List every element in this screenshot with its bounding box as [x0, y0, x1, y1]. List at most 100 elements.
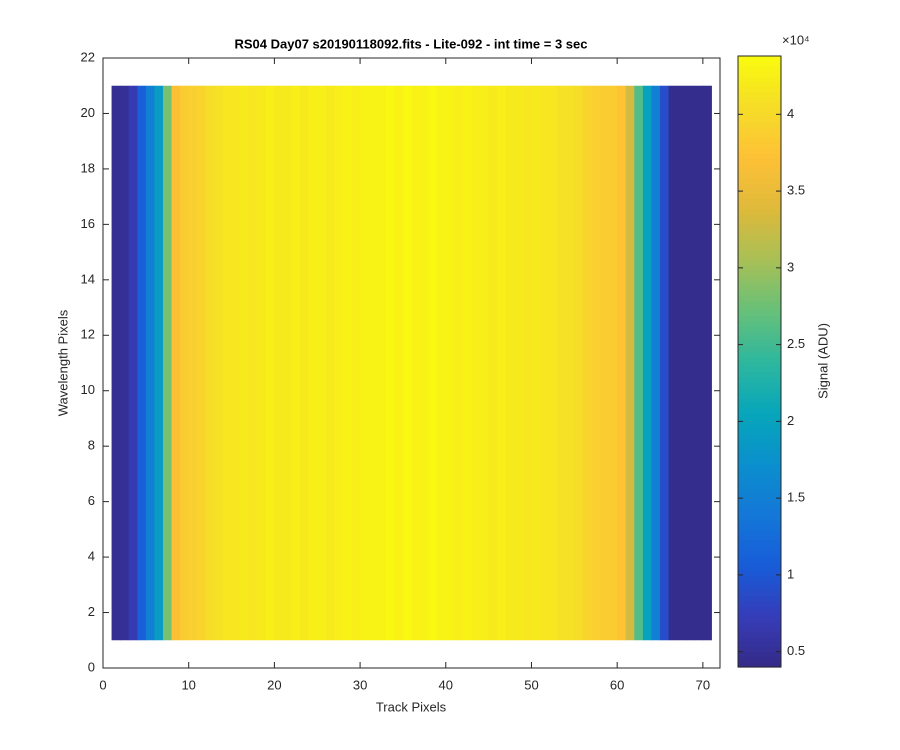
colorbar-swatch — [738, 539, 781, 546]
colorbar-swatch — [738, 412, 781, 419]
colorbar-swatch — [738, 661, 781, 668]
colorbar-swatch — [738, 524, 781, 531]
heatmap-cell — [351, 85, 361, 641]
colorbar-swatch — [738, 478, 781, 485]
colorbar-swatch — [738, 544, 781, 551]
colorbar-swatch — [738, 407, 781, 414]
colorbar-swatch — [738, 229, 781, 235]
colorbar-swatch — [738, 641, 781, 648]
colorbar-swatch — [738, 646, 781, 653]
heatmap-cell — [531, 85, 541, 641]
colorbar-swatch — [738, 458, 781, 464]
colorbar-swatch — [738, 560, 781, 566]
heatmap-cell — [548, 85, 558, 641]
heatmap-cell — [488, 85, 498, 641]
heatmap-cell — [402, 85, 412, 641]
colorbar-swatch — [738, 91, 781, 98]
colorbar-swatch — [738, 565, 781, 571]
heatmap-cell — [462, 85, 472, 641]
colorbar-swatch — [738, 330, 781, 337]
colorbar-swatch — [738, 269, 781, 276]
colorbar-swatch — [738, 570, 781, 576]
colorbar-tick-label: 1.5 — [787, 490, 805, 505]
y-tick-label: 14 — [81, 271, 95, 286]
colorbar-swatch — [738, 127, 781, 133]
colorbar-swatch — [738, 626, 781, 632]
colorbar-swatch — [738, 376, 781, 383]
colorbar-tick-label: 1 — [787, 566, 794, 581]
axes-box — [102, 57, 721, 669]
colorbar-swatch — [738, 509, 781, 515]
colorbar-swatch — [738, 152, 781, 159]
colorbar-swatch — [738, 264, 781, 271]
colorbar-swatch — [738, 554, 781, 561]
heatmap-cell — [445, 85, 455, 641]
colorbar-swatch — [738, 361, 781, 368]
colorbar-swatch — [738, 300, 781, 307]
heatmap-cell — [617, 85, 627, 641]
heatmap-cell — [600, 85, 610, 641]
colorbar-swatch — [738, 76, 781, 83]
colorbar-tick-label: 0.5 — [787, 643, 805, 658]
heatmap-cell — [411, 85, 421, 641]
heatmap-cell — [248, 85, 258, 641]
colorbar-swatch — [738, 468, 781, 475]
colorbar-swatch — [738, 218, 781, 225]
colorbar-tick-label: 2 — [787, 413, 794, 428]
colorbar-swatch — [738, 295, 781, 301]
heatmap-cell — [342, 85, 353, 641]
colorbar-swatch — [738, 244, 781, 251]
heatmap-cell — [120, 85, 130, 641]
colorbar-swatch — [738, 427, 781, 434]
y-tick-label: 20 — [81, 105, 95, 120]
colorbar-swatch — [738, 56, 781, 62]
heatmap-cell — [608, 85, 618, 641]
heatmap-cell — [197, 85, 207, 641]
heatmap-cell — [317, 85, 327, 641]
heatmap-cell — [128, 85, 138, 641]
colorbar-swatch — [738, 290, 781, 296]
colorbar-swatch — [738, 442, 781, 449]
colorbar-swatch — [738, 274, 781, 281]
colorbar-swatch — [738, 371, 781, 378]
colorbar-swatch — [738, 585, 781, 592]
heatmap-cell — [360, 85, 370, 641]
colorbar-swatch — [738, 178, 781, 184]
colorbar-exponent: ×10⁴ — [782, 32, 810, 47]
heatmap-cell — [325, 85, 335, 641]
colorbar-swatch — [738, 504, 781, 510]
heatmap-cell — [574, 85, 584, 641]
heatmap-cell — [437, 85, 447, 641]
x-tick-label: 50 — [524, 677, 538, 692]
colorbar-swatch — [738, 325, 781, 332]
colorbar-swatch — [738, 147, 781, 154]
colorbar-swatch — [738, 498, 781, 505]
heatmap-cell — [265, 85, 275, 641]
colorbar-swatch — [738, 101, 781, 108]
y-tick-label: 12 — [81, 327, 95, 342]
colorbar-swatch — [738, 183, 781, 189]
heatmap-cell — [694, 85, 704, 641]
heatmap-cell — [505, 85, 515, 641]
y-tick-label: 22 — [81, 49, 95, 64]
colorbar-swatch — [738, 193, 781, 200]
colorbar-swatch — [738, 81, 781, 88]
heatmap-cell — [154, 85, 164, 641]
x-tick-label: 70 — [696, 677, 710, 692]
heatmap-cell — [368, 85, 378, 641]
colorbar-swatch — [738, 529, 781, 536]
colorbar-swatch — [738, 310, 781, 317]
colorbar-swatch — [738, 203, 781, 210]
colorbar-swatch — [738, 386, 781, 393]
heatmap-cell — [111, 85, 121, 641]
colorbar-swatch — [738, 488, 781, 495]
colorbar-swatch — [738, 122, 781, 128]
colorbar-swatch — [738, 188, 781, 195]
colorbar-swatch — [738, 315, 781, 322]
heatmap-cell — [634, 85, 644, 641]
y-tick-label: 16 — [81, 216, 95, 231]
colorbar-swatch — [738, 473, 781, 480]
heatmap-cell — [685, 85, 695, 641]
x-tick-label: 40 — [439, 677, 453, 692]
heatmap-cell — [394, 85, 404, 641]
